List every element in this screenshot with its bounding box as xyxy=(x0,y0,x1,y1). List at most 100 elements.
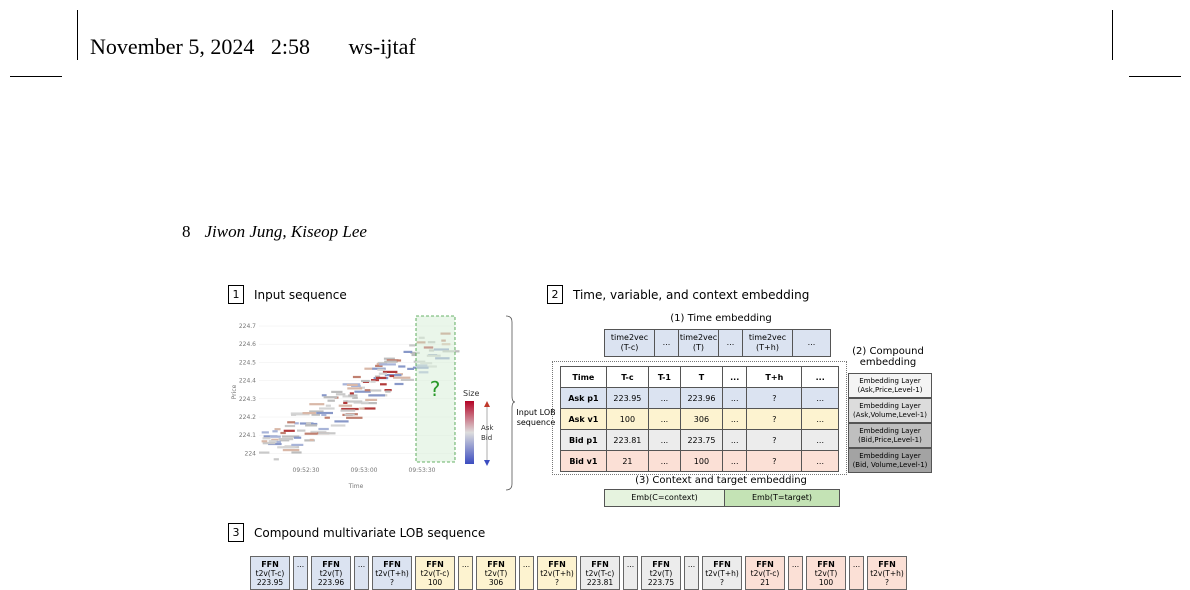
heat-bar xyxy=(382,370,398,373)
x-tick-label: 09:52:30 xyxy=(293,467,320,474)
time-embedding-title: (1) Time embedding xyxy=(670,313,772,324)
heat-bar xyxy=(271,438,279,441)
heat-bar xyxy=(377,361,388,365)
bid-arrow-icon xyxy=(484,460,490,466)
heat-bar xyxy=(340,409,356,412)
heat-bar xyxy=(304,432,318,435)
heat-bar xyxy=(375,376,387,379)
heat-bar xyxy=(318,432,336,435)
embedding-layer-box: Embedding Layer (Ask,Price,Level-1) xyxy=(848,373,932,398)
section-1-heading: 1 Input sequence xyxy=(228,285,347,304)
ffn-block: FFN t2v(T+h)? xyxy=(702,556,742,590)
heat-bar xyxy=(343,401,348,404)
heat-bar xyxy=(352,396,358,399)
ffn-block: FFN t2v(T) 306 xyxy=(476,556,516,590)
ffn-ellipsis: ... xyxy=(354,556,369,590)
forecast-question-mark: ? xyxy=(430,377,441,401)
heat-bar xyxy=(394,382,404,386)
section-1-number: 1 xyxy=(228,285,244,304)
table-header-cell: ... xyxy=(722,366,748,388)
crop-mark-right-v xyxy=(1112,10,1113,60)
table-cell: ... xyxy=(722,408,748,430)
context-target-title: (3) Context and target embedding xyxy=(635,475,807,486)
table-cell: ... xyxy=(801,387,839,409)
table-cell: ? xyxy=(746,429,803,451)
heat-bar xyxy=(383,357,395,360)
table-header-cell: Time xyxy=(560,366,607,388)
table-cell: ? xyxy=(746,408,803,430)
chart-ylabel: Price xyxy=(231,384,238,399)
ffn-ellipsis: ... xyxy=(849,556,864,590)
x-tick-label: 09:53:00 xyxy=(351,467,378,474)
time2vec-box: time2vec (T-c) xyxy=(604,329,655,357)
page-number: 8 xyxy=(182,222,191,241)
heat-bar xyxy=(287,421,296,424)
heat-bar xyxy=(318,427,329,431)
section-1-title: Input sequence xyxy=(254,287,347,302)
heat-bar xyxy=(364,389,371,392)
table-header-cell: T-c xyxy=(605,366,650,388)
heat-bar xyxy=(362,407,376,410)
table-cell: 223.75 xyxy=(679,429,724,451)
heat-bar xyxy=(309,403,325,406)
heat-bar xyxy=(403,350,413,353)
brace xyxy=(505,315,515,491)
table-cell: ? xyxy=(746,387,803,409)
heat-bar xyxy=(291,413,297,416)
table-cell: 21 xyxy=(605,450,650,472)
ffn-ellipsis: ... xyxy=(684,556,699,590)
y-tick-label: 224.4 xyxy=(239,378,256,385)
legend-size-title: Size xyxy=(463,389,480,398)
heat-bar xyxy=(309,438,314,441)
ffn-block: FFN t2v(T-c) 223.81 xyxy=(580,556,620,590)
heat-bar xyxy=(398,365,406,368)
heat-bar xyxy=(349,392,354,395)
ffn-ellipsis: ... xyxy=(788,556,803,590)
time2vec-box: time2vec (T) xyxy=(678,329,719,357)
heat-bar xyxy=(347,387,363,390)
table-cell: 306 xyxy=(679,408,724,430)
heat-bar xyxy=(319,407,335,410)
heat-bar xyxy=(311,422,318,426)
embedding-layer-name: Embedding Layer xyxy=(859,426,921,435)
table-cell: 100 xyxy=(679,450,724,472)
heat-bar xyxy=(310,430,327,433)
ffn-block: FFN t2v(T) 100 xyxy=(806,556,846,590)
context-embedding-box: Emb(C=context) xyxy=(604,489,725,507)
heat-bar xyxy=(261,431,269,434)
embedding-layer-box: Embedding Layer (Bid,Price,Level-1) xyxy=(848,423,932,448)
heat-bar xyxy=(364,367,373,370)
y-tick-label: 224.7 xyxy=(239,323,256,330)
table-row: Ask p1 223.95... 223.96...?... xyxy=(560,387,839,409)
crop-mark-left-h xyxy=(10,76,62,77)
heat-bar xyxy=(368,394,385,397)
heat-bar xyxy=(378,372,387,375)
heat-bar xyxy=(370,389,382,392)
table-header-cell: ... xyxy=(801,366,839,388)
heat-bar xyxy=(291,443,304,446)
heat-bar xyxy=(324,416,330,419)
heat-bar xyxy=(323,396,338,399)
heat-bar xyxy=(325,404,331,407)
heat-bar xyxy=(384,360,398,363)
table-row: Ask v1 100... 306...?... xyxy=(560,408,839,430)
table-cell: ... xyxy=(801,450,839,472)
heat-bar xyxy=(305,424,318,427)
running-head: 8 Jiwon Jung, Kiseop Lee xyxy=(182,222,367,242)
embedding-layer-box: Embedding Layer (Bid, Volume,Level-1) xyxy=(848,448,932,473)
heat-bar xyxy=(352,375,361,379)
ffn-block: FFN t2v(T+h)? xyxy=(867,556,907,590)
table-header-row: Time T-c T-1 T... T+h... xyxy=(560,366,839,388)
table-cell: 100 xyxy=(605,408,650,430)
heat-bar xyxy=(386,359,399,362)
heat-bar xyxy=(396,359,402,362)
heat-bar xyxy=(297,429,306,432)
heat-bar xyxy=(335,393,346,396)
table-header-cell: T-1 xyxy=(648,366,681,388)
input-lob-label: Input LOB sequence xyxy=(516,408,556,427)
time2vec-box: ... xyxy=(792,329,831,357)
table-cell: ... xyxy=(722,387,748,409)
heat-bar xyxy=(331,390,343,393)
ffn-ellipsis: ... xyxy=(293,556,308,590)
crop-mark-left-v xyxy=(77,10,78,60)
